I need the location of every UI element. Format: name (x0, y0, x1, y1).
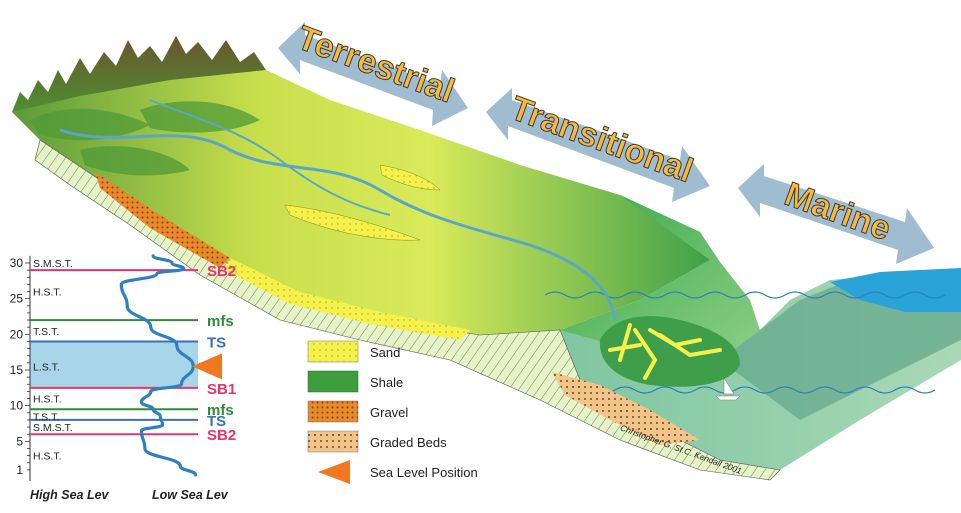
graded-beds-swatch (307, 430, 359, 453)
legend-item-sea-level-position: Sea Level Position (318, 460, 478, 484)
surface-label: TS (207, 413, 226, 430)
sand-bar (379, 164, 441, 191)
sea-level-position-icon (318, 460, 350, 484)
sand-bar-2 (284, 204, 421, 241)
x-label-low: Low Sea Lev (152, 488, 229, 502)
shale-swatch (307, 370, 359, 393)
legend-label-graded-beds: Graded Beds (370, 435, 447, 450)
legend-label-gravel: Gravel (370, 405, 408, 420)
surface-label: SB1 (207, 381, 236, 398)
shelf-slope (560, 195, 760, 360)
sailboat (715, 377, 741, 401)
sand-swatch (307, 340, 359, 363)
surface-label: SB2 (207, 263, 236, 280)
y-tick-label: 25 (10, 292, 24, 306)
y-tick-label: 5 (16, 434, 23, 448)
sand-wedge-section (225, 258, 470, 340)
systems-tract-label: H.S.T. (33, 394, 62, 406)
legend-item-gravel: Gravel (307, 400, 408, 423)
submarine-fan (599, 316, 740, 387)
ocean (830, 268, 961, 312)
y-tick-label: 20 (10, 327, 24, 341)
x-label-high: High Sea Lev (30, 488, 110, 502)
legend: Sand Shale Gravel Graded Beds Sea Level … (307, 340, 478, 484)
legend-item-sand: Sand (307, 340, 400, 363)
y-tick-label: 1 (16, 463, 23, 477)
sea-level-marker-icon (192, 353, 222, 380)
systems-tract-label: H.S.T. (33, 287, 62, 299)
surface-label: TS (207, 334, 226, 351)
sea-level-curve (119, 254, 198, 477)
systems-tract-label: L.S.T. (33, 361, 60, 373)
systems-tract-label: T.S.T. (33, 411, 59, 423)
zone-arrow-marine: Marine (738, 164, 934, 264)
legend-label-shale: Shale (370, 375, 403, 390)
river-tributary (149, 99, 391, 216)
legend-item-shale: Shale (307, 370, 403, 393)
gravel-swatch (307, 400, 359, 423)
y-tick-label: 10 (10, 399, 24, 413)
surface-label: mfs (207, 313, 234, 330)
sea-level-chart: 510152025301SB2mfsTSSB1mfsTSSB2S.M.S.T.H… (10, 254, 236, 502)
deep-sea (720, 275, 961, 420)
river-main (59, 128, 617, 321)
lowstand-band (30, 341, 198, 388)
gravel-wedge (95, 172, 230, 268)
surface-label: SB2 (207, 427, 236, 444)
legend-label-sea-level-position: Sea Level Position (370, 465, 478, 480)
sea-level-line (544, 291, 946, 299)
legend-item-graded-beds: Graded Beds (307, 430, 447, 453)
graded-beds-wedge (552, 372, 700, 445)
zone-label-marine: Marine (780, 175, 896, 248)
systems-tract-label: S.M.S.T. (33, 258, 73, 270)
systems-tract-label: T.S.T. (33, 326, 59, 338)
fan-channels (608, 323, 722, 380)
y-tick-label: 15 (10, 363, 24, 377)
systems-tract-label: H.S.T. (33, 451, 62, 463)
surface-label: mfs (207, 402, 234, 419)
y-tick-label: 30 (10, 256, 24, 270)
systems-tract-label: S.M.S.T. (33, 422, 73, 434)
block-diagram (12, 36, 961, 481)
sea-level-line-lower (574, 386, 936, 394)
legend-label-sand: Sand (370, 345, 400, 360)
